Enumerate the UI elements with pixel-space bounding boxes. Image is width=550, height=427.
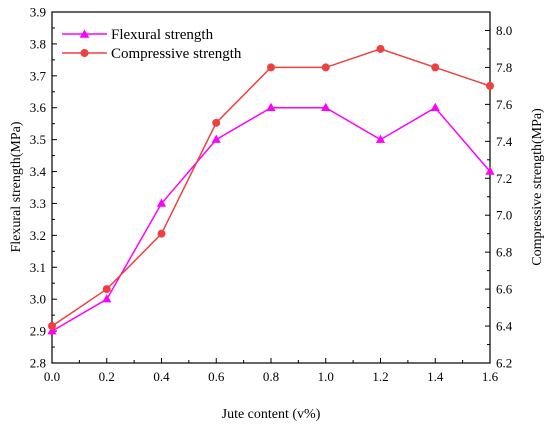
x-tick-label: 1.6 <box>482 369 499 384</box>
data-point-compressive <box>431 63 440 72</box>
data-point-compressive <box>48 322 56 331</box>
y-right-tick-label: 6.8 <box>496 245 512 260</box>
y-left-tick-label: 3.8 <box>30 36 46 51</box>
data-point-compressive <box>102 285 111 294</box>
y-right-tick-label: 7.8 <box>496 60 512 75</box>
y-left-tick-label: 3.9 <box>30 5 46 20</box>
x-tick-label: 1.0 <box>318 369 334 384</box>
data-point-compressive <box>157 229 166 238</box>
y-right-tick-label: 7.0 <box>496 208 512 223</box>
x-tick-label: 0.2 <box>99 369 115 384</box>
series-layer <box>47 44 495 335</box>
x-tick-label: 1.4 <box>427 369 444 384</box>
y-left-tick-label: 3.5 <box>30 132 46 147</box>
data-point-compressive <box>267 63 275 72</box>
series-line-compressive <box>51 48 491 327</box>
y-right-tick-label: 6.6 <box>496 282 513 297</box>
data-point-flexural <box>156 198 167 207</box>
y-left-tick-label: 3.0 <box>30 292 46 307</box>
legend: Flexural strength Compressive strength <box>62 27 242 62</box>
data-point-flexural <box>102 294 112 303</box>
y-left-tick-label: 2.8 <box>30 356 46 371</box>
data-point-flexural <box>375 134 386 143</box>
data-point-compressive <box>212 118 221 127</box>
legend-marker-flexural <box>79 29 90 38</box>
y-right-tick-label: 6.4 <box>496 319 513 334</box>
y-right-tick-label: 8.0 <box>496 23 512 38</box>
y-right-tick-label: 7.4 <box>496 134 513 149</box>
data-point-flexural <box>47 326 57 335</box>
y-left-tick-label: 2.9 <box>30 324 46 339</box>
data-point-compressive <box>321 63 330 72</box>
y-right-tick-label: 6.2 <box>496 356 512 371</box>
legend-label-compressive: Compressive strength <box>111 46 242 62</box>
y-left-tick-label: 3.3 <box>30 196 46 211</box>
series-line-flexural <box>51 106 491 332</box>
x-tick-label: 0.4 <box>153 369 170 384</box>
data-point-flexural <box>321 102 331 111</box>
x-axis-title: Jute content (v%) <box>222 407 321 422</box>
axis-ticks: 0.0 0.2 0.4 0.6 0.8 1.0 1.2 1.4 1.6 2.8 2.9 3.0 3.1 3… <box>30 5 513 385</box>
data-point-compressive <box>486 81 494 90</box>
data-point-flexural <box>430 102 440 111</box>
x-tick-label: 0.8 <box>263 369 279 384</box>
legend-label-flexural: Flexural strength <box>111 27 214 43</box>
data-point-flexural <box>211 134 221 143</box>
y-left-tick-label: 3.4 <box>30 164 47 179</box>
x-tick-label: 1.2 <box>372 369 388 384</box>
y-axis-right-title: Compressive strength(MPa) <box>530 108 545 266</box>
legend-marker-compressive <box>80 49 89 57</box>
y-right-tick-label: 7.6 <box>496 97 513 112</box>
y-right-tick-label: 7.2 <box>496 171 512 186</box>
y-left-tick-label: 3.6 <box>30 100 47 115</box>
y-left-tick-label: 3.1 <box>30 260 46 275</box>
y-left-tick-label: 3.7 <box>30 68 47 83</box>
data-point-flexural <box>485 166 495 175</box>
y-left-tick-label: 3.2 <box>30 228 46 243</box>
x-tick-label: 0.6 <box>208 369 225 384</box>
x-tick-label: 0.0 <box>44 369 60 384</box>
data-point-flexural <box>266 102 276 111</box>
y-axis-left-title: Flexural strength(MPa) <box>9 121 24 252</box>
data-point-compressive <box>376 44 385 53</box>
